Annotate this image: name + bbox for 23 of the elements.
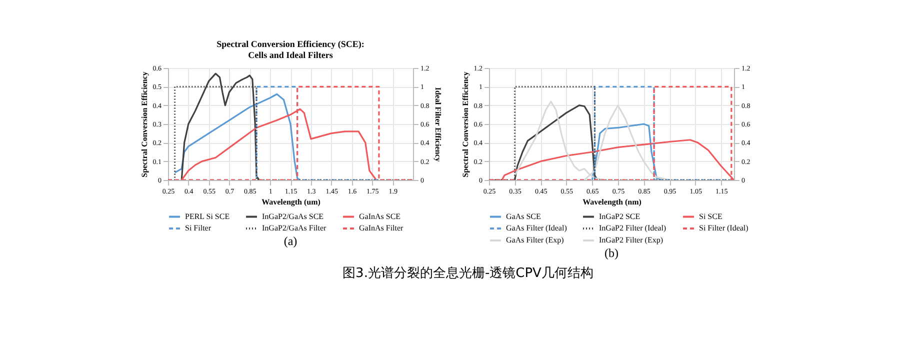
text: (a) <box>284 234 298 248</box>
x-axis-title: Wavelength (nm) <box>582 198 642 206</box>
legend-label: Si Filter <box>185 224 212 232</box>
legend-label: GaInAs Filter <box>359 224 404 232</box>
legend-label: InGaP2/GaAs SCE <box>262 212 324 221</box>
x-axis-title: Wavelength (um) <box>262 198 321 206</box>
y2-axis-title: Ideal Filter Efficiency <box>433 87 442 162</box>
text: (b) <box>604 246 618 260</box>
caption: 图3.光谱分裂的全息光栅-透镜CPV几何结构 <box>342 266 594 281</box>
legend-label: GaAs Filter (Exp) <box>506 236 564 244</box>
legend-label: PERL Si SCE <box>185 212 230 221</box>
legend-label: GaAs SCE <box>506 212 542 221</box>
legend-label: Si SCE <box>699 212 722 221</box>
legend-label: GaInAs SCE <box>359 212 401 221</box>
legend-label: InGaP2 Filter (Ideal) <box>599 224 666 232</box>
legend-label: Si Filter (Ideal) <box>699 224 749 232</box>
y-axis-title: Spectral Conversion Efficiency <box>460 72 470 178</box>
chart-title: Spectral Conversion Efficiency (SCE): Cells and Ideal Filters <box>216 39 364 60</box>
legend-label: InGaP2/GaAs Filter <box>262 224 327 232</box>
legend-label: InGaP2 SCE <box>599 212 640 221</box>
legend-label: GaAs Filter (Ideal) <box>506 224 568 232</box>
y-axis-title: Spectral Conversion Efficiency <box>140 72 149 178</box>
legend-label: InGaP2 Filter (Exp) <box>599 236 664 244</box>
